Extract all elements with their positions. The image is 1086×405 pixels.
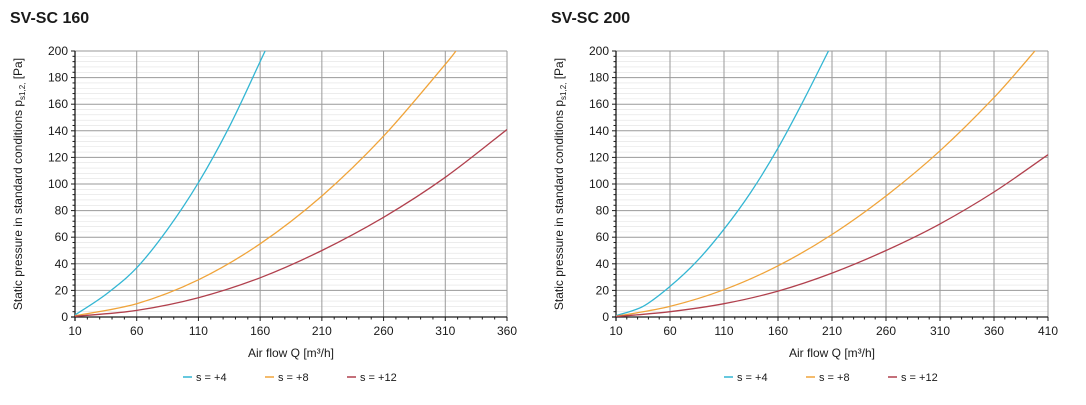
y-tick-label: 180 [589, 71, 609, 85]
x-tick-label: 60 [130, 324, 144, 338]
y-axis-label-subscript: s1,2, [559, 83, 568, 100]
x-tick-label: 10 [609, 324, 623, 338]
x-axis-label: Air flow Q [m³/h] [789, 346, 875, 360]
x-tick-label: 160 [768, 324, 788, 338]
y-axis-label-unit: [Pa] [11, 58, 25, 83]
series-line-2 [616, 154, 1048, 317]
x-tick-label: 210 [822, 324, 842, 338]
x-tick-label: 110 [189, 324, 208, 338]
y-tick-label: 100 [48, 177, 68, 191]
chart-title: SV-SC 200 [551, 10, 630, 27]
y-tick-label: 160 [48, 97, 68, 111]
x-tick-label: 360 [497, 324, 517, 338]
legend-label: s = +4 [737, 372, 768, 384]
y-tick-label: 200 [48, 44, 68, 58]
y-axis-label-main: Static pressure in standard conditions p [11, 100, 25, 310]
y-tick-label: 80 [55, 204, 69, 218]
x-axis-label: Air flow Q [m³/h] [248, 346, 334, 360]
y-tick-label: 0 [602, 310, 609, 324]
x-tick-label: 110 [714, 324, 733, 338]
y-tick-label: 60 [596, 230, 610, 244]
series-line-1 [75, 51, 457, 317]
y-tick-label: 140 [589, 124, 609, 138]
x-tick-label: 310 [435, 324, 455, 338]
y-tick-label: 120 [48, 150, 68, 164]
x-tick-label: 260 [876, 324, 896, 338]
x-tick-label: 160 [250, 324, 270, 338]
y-axis-label: Static pressure in standard conditions p… [11, 58, 27, 310]
x-tick-label: 260 [374, 324, 394, 338]
x-tick-label: 10 [68, 324, 82, 338]
series-line-0 [616, 51, 830, 317]
y-tick-label: 20 [55, 283, 69, 297]
legend-label: s = +12 [360, 372, 397, 384]
legend-label: s = +4 [196, 372, 227, 384]
y-axis-label-unit: [Pa] [552, 58, 566, 83]
y-tick-label: 100 [589, 177, 609, 191]
legend-label: s = +8 [278, 372, 309, 384]
x-tick-label: 310 [930, 324, 950, 338]
chart-sv-sc-200: SV-SC 200 0 20 40 60 80 100 120 140 160 180 200 10 60… [551, 10, 1058, 384]
series-line-0 [75, 51, 266, 316]
series-line-2 [75, 128, 507, 317]
y-tick-label: 120 [589, 150, 609, 164]
legend-label: s = +12 [901, 372, 938, 384]
x-tick-label: 210 [312, 324, 332, 338]
y-tick-label: 20 [596, 283, 610, 297]
y-tick-label: 60 [55, 230, 69, 244]
y-axis-label-main: Static pressure in standard conditions p [552, 100, 566, 310]
y-tick-label: 160 [589, 97, 609, 111]
x-tick-label: 360 [984, 324, 1004, 338]
y-tick-label: 140 [48, 124, 68, 138]
chart-title: SV-SC 160 [10, 10, 89, 27]
y-tick-label: 200 [589, 44, 609, 58]
y-tick-label: 0 [61, 310, 68, 324]
y-tick-label: 80 [596, 204, 610, 218]
x-tick-label: 410 [1038, 324, 1058, 338]
y-tick-label: 40 [55, 257, 69, 271]
x-tick-label: 60 [663, 324, 677, 338]
y-axis-label: Static pressure in standard conditions p… [552, 58, 568, 310]
series-line-1 [616, 51, 1036, 317]
y-axis-label-subscript: s1,2, [18, 83, 27, 100]
chart-sv-sc-160: SV-SC 160 0 20 40 60 80 100 120 140 160 180 200 10 60… [10, 10, 517, 384]
y-tick-label: 40 [596, 257, 610, 271]
legend-label: s = +8 [819, 372, 850, 384]
y-tick-label: 180 [48, 71, 68, 85]
